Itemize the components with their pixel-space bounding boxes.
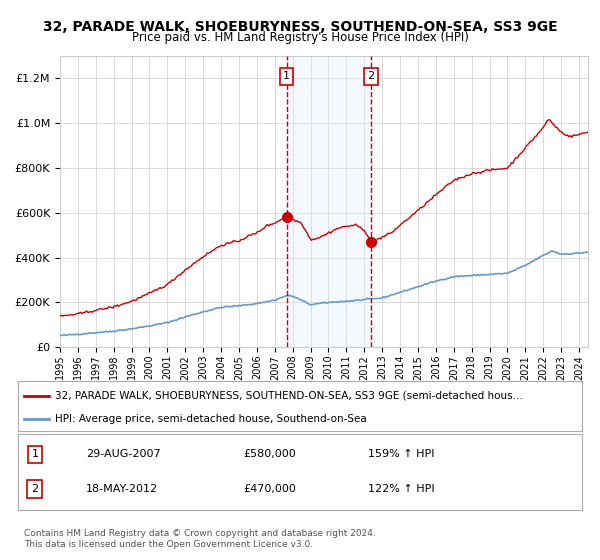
Text: 159% ↑ HPI: 159% ↑ HPI bbox=[368, 450, 434, 459]
Text: HPI: Average price, semi-detached house, Southend-on-Sea: HPI: Average price, semi-detached house,… bbox=[55, 414, 367, 423]
Text: Contains HM Land Registry data © Crown copyright and database right 2024.
This d: Contains HM Land Registry data © Crown c… bbox=[24, 529, 376, 549]
Text: Price paid vs. HM Land Registry's House Price Index (HPI): Price paid vs. HM Land Registry's House … bbox=[131, 31, 469, 44]
Bar bbox=[287, 56, 371, 347]
Text: 1: 1 bbox=[283, 71, 290, 81]
Text: £470,000: £470,000 bbox=[244, 484, 296, 494]
Text: 2: 2 bbox=[368, 71, 374, 81]
Text: 29-AUG-2007: 29-AUG-2007 bbox=[86, 450, 160, 459]
Text: 1: 1 bbox=[31, 450, 38, 459]
Text: £580,000: £580,000 bbox=[244, 450, 296, 459]
Text: 2: 2 bbox=[31, 484, 38, 494]
Text: 32, PARADE WALK, SHOEBURYNESS, SOUTHEND-ON-SEA, SS3 9GE (semi-detached hous…: 32, PARADE WALK, SHOEBURYNESS, SOUTHEND-… bbox=[55, 391, 523, 401]
Text: 122% ↑ HPI: 122% ↑ HPI bbox=[368, 484, 434, 494]
Text: 18-MAY-2012: 18-MAY-2012 bbox=[86, 484, 158, 494]
Text: 32, PARADE WALK, SHOEBURYNESS, SOUTHEND-ON-SEA, SS3 9GE: 32, PARADE WALK, SHOEBURYNESS, SOUTHEND-… bbox=[43, 20, 557, 34]
